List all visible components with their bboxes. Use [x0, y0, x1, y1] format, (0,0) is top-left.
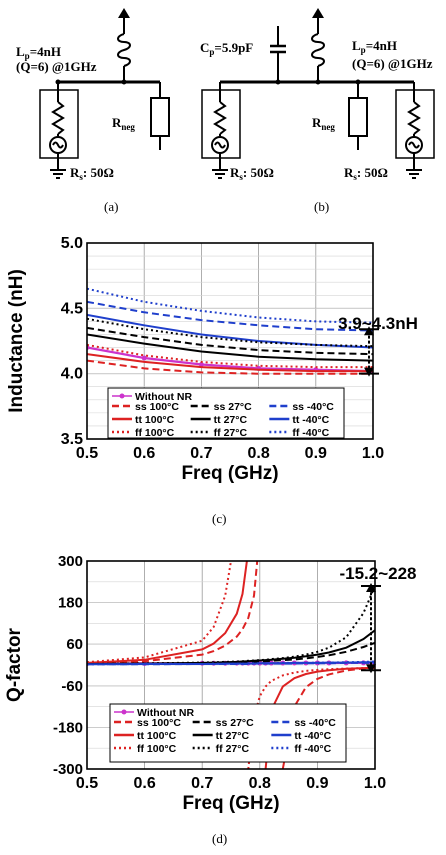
- q-factor-chart: 0.5 0.6 0.7 0.8 0.9 1.0 -300 -180 -60 60 180 300 Fre…: [4, 553, 417, 814]
- arrow-head-up: [364, 326, 374, 336]
- arrow-head-down: [366, 664, 376, 674]
- x-tick-label: 0.6: [133, 445, 155, 462]
- circuit-diagram-b: Cp=5.9pF Lp=4nH (Q=6) @1GHz Rneg Rs: 50Ω…: [200, 8, 435, 182]
- q-label-b: (Q=6) @1GHz: [352, 56, 433, 71]
- x-tick-label: 0.9: [305, 445, 327, 462]
- legend-label: Without NR: [135, 391, 192, 403]
- series-point: [141, 355, 147, 361]
- legend-label: ff 27°C: [216, 743, 250, 755]
- series-group: [87, 287, 373, 375]
- x-axis-label: Freq (GHz): [181, 463, 278, 484]
- series-line-tt-100-c: [264, 666, 375, 769]
- lp-label-a: L: [16, 44, 25, 59]
- legend-label: ss 27°C: [216, 717, 254, 729]
- lp-label-b: Lp=4nH: [352, 38, 397, 55]
- legend-label: ss -40°C: [292, 401, 334, 413]
- legend-label: ff 100°C: [137, 743, 177, 755]
- legend-label: tt -40°C: [292, 414, 329, 426]
- legend-label: ff 100°C: [135, 427, 175, 439]
- x-tick-label: 0.8: [247, 445, 269, 462]
- rneg-label-b: Rneg: [312, 115, 335, 132]
- y-tick-label: -300: [53, 761, 83, 778]
- series-line-tt-27-c: [87, 333, 373, 362]
- legend-label: tt -40°C: [294, 730, 331, 742]
- legend-label: tt 27°C: [216, 730, 250, 742]
- y-tick-label: 4.0: [61, 366, 83, 383]
- x-tick-label: 0.5: [76, 445, 98, 462]
- plot-frame: [86, 242, 374, 440]
- series-line-ff-40-c: [87, 287, 373, 324]
- series-point: [198, 362, 204, 368]
- panel-label-b: (b): [314, 199, 330, 214]
- rneg-label-a: Rneg: [112, 115, 135, 132]
- panel-label-c: (c): [212, 511, 227, 526]
- rs-label-b-left: Rs: 50Ω: [230, 165, 274, 182]
- y-tick-label: 3.5: [61, 431, 83, 448]
- x-axis-label: Freq (GHz): [182, 793, 279, 814]
- x-tick-label: 0.7: [191, 775, 213, 792]
- inductance-chart: 0.5 0.6 0.7 0.8 0.9 1.0 3.5 4.0 4.5 5.0 Freq (GHz)…: [6, 235, 418, 484]
- legend-marker: [121, 709, 127, 715]
- legend-label: tt 27°C: [214, 414, 248, 426]
- annotation-label: 3.9~4.3nH: [338, 314, 418, 333]
- y-axis-label: Q-factor: [4, 627, 25, 702]
- panel-label-a: (a): [104, 199, 119, 214]
- y-tick-label: -60: [61, 678, 83, 695]
- y-tick-label: 180: [58, 595, 83, 612]
- legend-label: ff -40°C: [292, 427, 329, 439]
- legend-label: ff -40°C: [294, 743, 331, 755]
- y-tick-label: -180: [53, 719, 83, 736]
- x-tick-label: 0.6: [133, 775, 155, 792]
- series-line-ff-100-c: [87, 561, 233, 664]
- series-line-ss-100-c: [87, 359, 373, 375]
- legend-label: tt 100°C: [137, 730, 177, 742]
- y-tick-label: 5.0: [61, 235, 83, 252]
- y-tick-label: 60: [66, 636, 83, 653]
- series-line-ff-40-c: [87, 660, 375, 666]
- rs-label-b-right: Rs: 50Ω: [344, 165, 388, 182]
- legend-box: [107, 387, 345, 439]
- series-line-ss-100-c: [87, 561, 259, 665]
- legend-label: Without NR: [137, 707, 194, 719]
- q-label-a: (Q=6) @1GHz: [16, 59, 97, 74]
- cp-label-b: Cp=5.9pF: [200, 40, 253, 57]
- panel-label-d: (d): [212, 831, 228, 846]
- x-tick-label: 1.0: [362, 445, 384, 462]
- legend-label: tt 100°C: [135, 414, 175, 426]
- legend-marker: [119, 393, 125, 399]
- y-tick-label: 300: [58, 553, 83, 570]
- series-group: [87, 561, 375, 769]
- series-line-tt-100-c: [87, 353, 373, 373]
- series-line-ff-27-c: [87, 317, 373, 348]
- rs-label-a: Rs: 50Ω: [70, 165, 114, 182]
- arrow-head-up: [366, 582, 376, 592]
- legend-label: ss 27°C: [214, 401, 252, 413]
- y-axis-label: Inductance (nH): [6, 269, 27, 413]
- y-tick-label: 4.5: [61, 300, 83, 317]
- series-line-ss-27-c: [87, 326, 373, 356]
- x-tick-label: 0.8: [249, 775, 271, 792]
- legend-label: ss 100°C: [135, 401, 179, 413]
- series-line-ss-40-c: [87, 300, 373, 332]
- legend-label: ss 100°C: [137, 717, 181, 729]
- x-tick-label: 1.0: [364, 775, 386, 792]
- circuit-diagram-a: Lp=4nH (Q=6) @1GHz Rneg Rs: 50Ω: [16, 8, 170, 182]
- x-tick-label: 0.5: [76, 775, 98, 792]
- x-tick-label: 0.9: [306, 775, 328, 792]
- legend-label: ff 27°C: [214, 427, 248, 439]
- series-line-without-nr: [87, 346, 373, 373]
- arrow-head-down: [364, 367, 374, 377]
- series-line-ff-27-c: [87, 585, 375, 665]
- svg-text:Lp=4nH: Lp=4nH: [16, 44, 61, 61]
- legend-box: [109, 703, 347, 763]
- annotation-label: -15.2~228: [339, 564, 416, 583]
- series-line-tt-100-c: [87, 561, 248, 664]
- x-tick-label: 0.7: [190, 445, 212, 462]
- legend-label: ss -40°C: [294, 717, 336, 729]
